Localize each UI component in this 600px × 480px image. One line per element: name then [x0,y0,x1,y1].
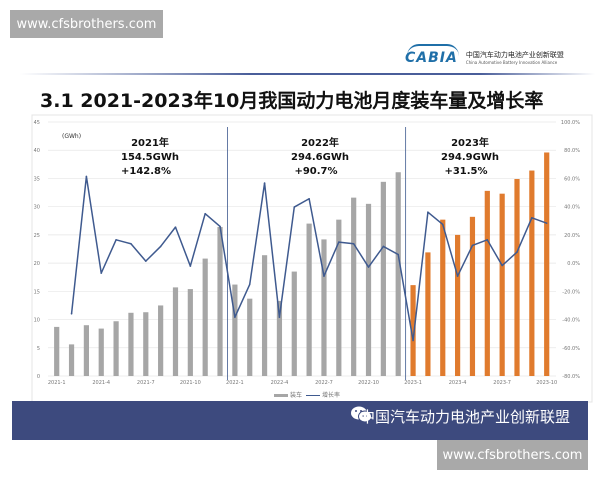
bar-2022-12 [395,172,401,376]
left-axis-tick-label: 35 [34,176,40,182]
annotation-growth: +142.8% [121,166,171,177]
left-axis-tick-label: 20 [34,261,40,267]
bar-2021-7 [143,312,149,376]
bar-2021-12 [217,226,223,376]
annotation-2023: 2023年 294.9GWh +31.5% [441,136,499,177]
legend-line-label: 增长率 [322,391,340,399]
left-axis-tick-label: 45 [34,120,40,126]
right-axis-tick-label: -60.0% [562,346,580,352]
logo-cn-name: 中国汽车动力电池产业创新联盟 [465,50,564,59]
x-axis-tick-label: 2021-4 [92,380,110,386]
bar-2023-9 [529,170,535,376]
annotation-year: 2022年 [301,136,339,149]
bar-2023-6 [484,190,490,376]
bar-2021-8 [158,305,164,376]
legend: 装车 增长率 [274,391,340,399]
annotation-total: 294.9GWh [441,152,499,163]
bar-2022-4 [276,300,283,376]
right-axis-tick-label: -40.0% [562,318,580,324]
slide-title: 3.1 2021-2023年10月我国动力电池月度装车量及增长率 [40,90,544,112]
x-axis-tick-label: 2023-7 [493,380,511,386]
bar-2021-11 [202,258,208,376]
x-axis-tick-label: 2022-4 [271,380,289,386]
x-axis-tick-label: 2022-1 [226,380,244,386]
x-axis-tick-label: 2022-10 [358,380,379,386]
bar-2021-4 [98,328,104,376]
bar-2021-1 [54,326,60,376]
bar-2023-3 [440,219,446,376]
left-axis-tick-label: 40 [34,148,40,154]
watermark-top: www.cfsbrothers.com [10,10,163,38]
bar-2022-6 [306,223,312,376]
bar-2021-6 [128,312,134,376]
bar-2022-1 [232,284,238,376]
left-axis-tick-label: 0 [37,374,40,380]
annotation-total: 154.5GWh [121,152,179,163]
logo-en-name: China Automotive Battery Innovation Alli… [465,59,558,65]
left-axis-tick-label: 5 [37,346,40,352]
bar-2023-7 [499,193,505,376]
x-axis-tick-label: 2021-7 [137,380,155,386]
bar-2022-5 [291,271,297,376]
right-axis-tick-label: -80.0% [562,374,580,380]
unit-label: (GWh) [62,133,81,140]
right-axis-tick-label: 20.0% [564,233,580,239]
left-axis-tick-label: 30 [34,205,40,211]
annotation-year: 2021年 [131,136,169,149]
footer-org-name: 中国汽车动力电池产业创新联盟 [359,408,570,426]
bar-2021-5 [113,321,119,376]
bar-2021-9 [172,287,179,376]
bar-2022-9 [351,197,357,376]
bar-2022-11 [380,181,386,376]
bar-2023-1 [410,285,416,376]
bar-2023-4 [455,234,461,376]
bar-2023-8 [514,179,520,376]
watermark-bottom: www.cfsbrothers.com [437,440,588,470]
x-axis-tick-label: 2021-1 [48,380,66,386]
wechat-icon [351,406,372,423]
annotation-growth: +31.5% [444,166,487,177]
legend-bar-label: 装车 [290,391,302,399]
logo-mark: CABIA [405,44,459,66]
x-axis-tick-label: 2023-10 [536,380,557,386]
bar-2021-3 [83,325,89,376]
bar-2021-2 [68,344,75,376]
bar-2022-3 [261,255,268,376]
legend-bar-swatch [274,394,288,397]
right-axis-tick-label: 80.0% [564,148,580,154]
cabia-logo: CABIA 中国汽车动力电池产业创新联盟 China Automotive Ba… [405,44,564,66]
right-axis-tick-label: 60.0% [564,176,580,182]
annotation-2021: 2021年 154.5GWh +142.8% [121,136,179,177]
bar-2022-10 [365,203,372,376]
left-axis-tick-label: 15 [34,289,40,295]
right-axis-tick-label: 0.0% [567,261,580,267]
right-axis-tick-label: 40.0% [564,205,580,211]
bar-2022-8 [336,219,342,376]
bar-2022-7 [321,239,327,376]
header-divider [20,73,595,75]
right-axis-tick-label: 100.0% [561,120,580,126]
footer-bar: 中国汽车动力电池产业创新联盟 [12,401,588,440]
annotation-year: 2023年 [451,136,489,149]
left-axis-tick-label: 25 [34,233,40,239]
annotation-total: 294.6GWh [291,152,349,163]
bar-2022-2 [247,298,253,376]
growth-rate-line [70,175,547,342]
x-axis-tick-label: 2022-7 [315,380,333,386]
right-axis-tick-label: -20.0% [562,289,580,295]
annotation-growth: +90.7% [294,166,337,177]
bar-2023-10 [544,152,550,376]
bar-2023-2 [425,252,431,376]
bar-2021-10 [187,289,193,376]
x-axis-tick-label: 2023-1 [404,380,422,386]
bar-2023-5 [469,216,476,376]
left-axis-tick-label: 10 [34,318,40,324]
x-axis-tick-label: 2021-10 [180,380,201,386]
x-axis-tick-label: 2023-4 [449,380,467,386]
annotation-2022: 2022年 294.6GWh +90.7% [291,136,349,177]
